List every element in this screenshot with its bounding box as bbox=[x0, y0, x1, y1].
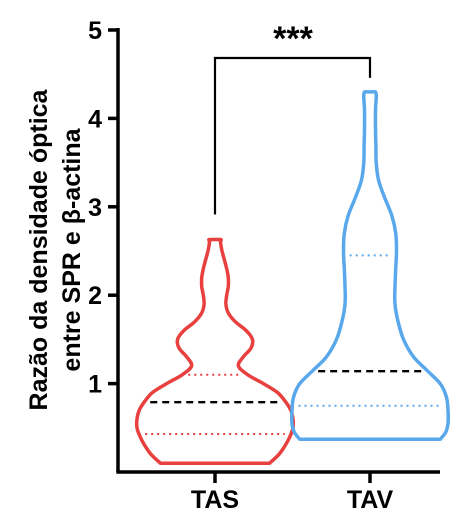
y-tick-label: 5 bbox=[88, 17, 102, 45]
x-ticks: TAS TAV bbox=[191, 472, 394, 514]
significance-bracket bbox=[213, 56, 372, 215]
axes bbox=[116, 28, 440, 474]
y-tick-label: 3 bbox=[88, 194, 102, 222]
violins bbox=[134, 90, 451, 465]
violin-tas bbox=[134, 237, 296, 465]
y-axis-label-line-2: entre SPR e β-actina bbox=[58, 127, 86, 371]
y-axis-label-line-1: Razão da densidade óptica bbox=[25, 88, 53, 410]
significance-stars: *** bbox=[273, 20, 313, 58]
y-tick-label: 2 bbox=[88, 282, 102, 310]
x-tick-label: TAV bbox=[347, 486, 394, 514]
violin-outline-tas bbox=[134, 237, 296, 465]
x-tick-label: TAS bbox=[191, 486, 239, 514]
significance-annotation: *** bbox=[213, 20, 372, 215]
violin-tav bbox=[289, 90, 451, 442]
y-tick-label: 1 bbox=[88, 371, 102, 399]
y-ticks: 1 2 3 4 5 bbox=[88, 17, 118, 399]
y-tick-label: 4 bbox=[88, 105, 102, 133]
violin-outline-tav bbox=[289, 90, 451, 442]
y-axis-label: Razão da densidade óptica entre SPR e β-… bbox=[25, 88, 86, 410]
